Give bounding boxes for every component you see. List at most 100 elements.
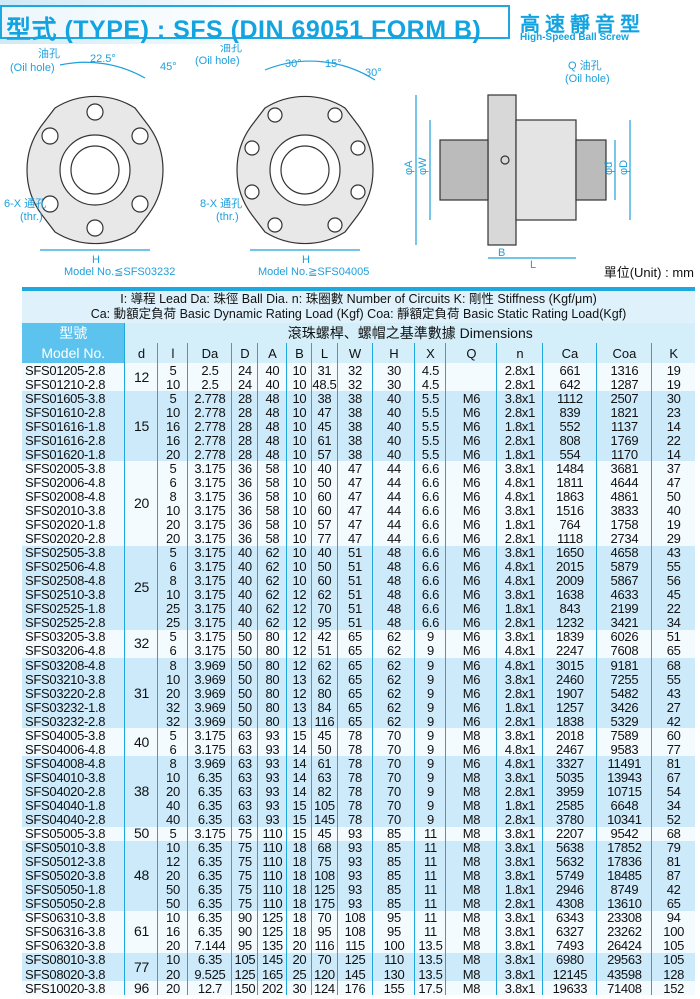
cell-model: SFS02525-1.8 xyxy=(22,601,125,616)
cell-q: M6 xyxy=(445,756,497,771)
cell-l: 6 xyxy=(157,559,188,574)
cell-a: 93 xyxy=(257,798,287,813)
cell-ca: 4308 xyxy=(542,896,597,911)
q-oil-hole-label-cn: Q 油孔 xyxy=(568,58,602,72)
cell-da: 3.969 xyxy=(187,700,232,715)
thr6-label-cn: 6-X 通孔 xyxy=(4,197,46,210)
cell-w: 78 xyxy=(336,728,373,743)
cell-l: 116 xyxy=(311,714,337,729)
cell-n: 3.8x1 xyxy=(496,587,543,602)
cell-l: 70 xyxy=(311,601,337,616)
cell-h: 44 xyxy=(372,531,415,546)
cell-x: 11 xyxy=(414,868,446,883)
cell-q: M8 xyxy=(445,868,497,883)
cell-k: 37 xyxy=(651,461,695,476)
cell-da: 3.175 xyxy=(187,531,232,546)
cell-h: 85 xyxy=(372,840,415,855)
phi-a-label: φA xyxy=(403,160,415,175)
cell-l: 20 xyxy=(157,967,188,982)
cell-k: 19 xyxy=(651,517,695,532)
cell-coa: 1170 xyxy=(596,447,652,462)
cell-h: 62 xyxy=(372,672,415,687)
cell-model: SFS06320-3.8 xyxy=(22,938,125,953)
cell-a: 62 xyxy=(257,615,287,630)
angle-45: 45° xyxy=(160,61,177,73)
cell-x: 6.6 xyxy=(414,461,446,476)
cell-d: 75 xyxy=(231,826,258,841)
angle-30-right: 30° xyxy=(365,67,382,79)
cell-a: 110 xyxy=(257,882,287,897)
cell-l: 10 xyxy=(157,405,188,420)
cell-b: 10 xyxy=(286,377,312,392)
cell-d: 50 xyxy=(231,700,258,715)
cell-b: 10 xyxy=(286,433,312,448)
cell-coa: 2507 xyxy=(596,391,652,406)
cell-l: 10 xyxy=(157,377,188,392)
cell-coa: 13943 xyxy=(596,770,652,785)
cell-l: 57 xyxy=(311,517,337,532)
cell-coa: 1137 xyxy=(596,419,652,434)
cell-l: 95 xyxy=(311,924,337,939)
cell-ca: 1257 xyxy=(542,700,597,715)
cell-l: 77 xyxy=(311,531,337,546)
table-row: SFS05020-3.8 20 6.35 75 110 18 108 93 85 11 M8 3.8x… xyxy=(22,868,695,883)
cell-w: 47 xyxy=(336,475,373,490)
cell-n: 3.8x1 xyxy=(496,545,543,560)
cell-w: 125 xyxy=(336,952,373,968)
cell-ca: 1232 xyxy=(542,615,597,630)
cell-coa: 11491 xyxy=(596,756,652,771)
unit-label: 單位(Unit) : mm xyxy=(603,265,694,280)
cell-q: M6 xyxy=(445,657,497,673)
cell-l: 62 xyxy=(311,657,337,673)
cell-d: 15 xyxy=(124,391,158,462)
cell-x: 11 xyxy=(414,910,446,925)
cell-d: 50 xyxy=(231,629,258,644)
cell-k: 19 xyxy=(651,363,695,378)
dimensions-header: 滾珠螺桿、螺帽之基準數據 Dimensions xyxy=(124,323,695,343)
cell-w: 176 xyxy=(336,981,373,996)
cell-h: 40 xyxy=(372,391,415,406)
cell-k: 79 xyxy=(651,840,695,855)
cell-da: 2.778 xyxy=(187,419,232,434)
cell-coa: 8749 xyxy=(596,882,652,897)
cell-q: M6 xyxy=(445,475,497,490)
cell-model: SFS05010-3.8 xyxy=(22,840,125,855)
cell-n: 3.8x1 xyxy=(496,840,543,855)
cell-h: 95 xyxy=(372,924,415,939)
cell-n: 4.8x1 xyxy=(496,573,543,588)
cell-b: 14 xyxy=(286,742,312,757)
cell-q: M6 xyxy=(445,503,497,518)
cell-k: 81 xyxy=(651,854,695,869)
cell-da: 2.778 xyxy=(187,433,232,448)
table-row: SFS03232-2.8 32 3.969 50 80 13 116 65 62 9 M6 2.8x1… xyxy=(22,714,695,729)
cell-model: SFS05005-3.8 xyxy=(22,826,125,841)
table-row: SFS02020-2.8 20 3.175 36 58 10 77 47 44 6.6 M6 2.8x… xyxy=(22,531,695,546)
cell-q: M8 xyxy=(445,854,497,869)
cell-l: 116 xyxy=(311,938,337,953)
cell-ca: 5035 xyxy=(542,770,597,785)
cell-b: 18 xyxy=(286,868,312,883)
cell-da: 3.969 xyxy=(187,657,232,673)
cell-a: 62 xyxy=(257,573,287,588)
cell-coa: 4861 xyxy=(596,489,652,504)
l-dim: L xyxy=(530,259,536,271)
cell-a: 93 xyxy=(257,742,287,757)
cell-h: 62 xyxy=(372,657,415,673)
table-row: SFS06310-3.8 61 10 6.35 90 125 18 70 108 95 11 M8 3.… xyxy=(22,910,695,953)
cell-coa: 9583 xyxy=(596,742,652,757)
column-header-d: d xyxy=(124,343,158,363)
cell-ca: 5632 xyxy=(542,854,597,869)
cell-b: 10 xyxy=(286,363,312,378)
table-row: SFS01620-1.8 20 2.778 28 48 10 57 38 40 5.5 M6 1.8x… xyxy=(22,447,695,462)
cell-h: 100 xyxy=(372,938,415,953)
cell-l: 50 xyxy=(157,882,188,897)
cell-k: 14 xyxy=(651,419,695,434)
cell-d: 36 xyxy=(231,503,258,518)
cell-a: 93 xyxy=(257,756,287,771)
cell-q: M6 xyxy=(445,573,497,588)
cell-da: 3.175 xyxy=(187,587,232,602)
cell-h: 85 xyxy=(372,854,415,869)
column-header-d: D xyxy=(231,343,258,363)
cell-k: 23 xyxy=(651,405,695,420)
angle-15: 15° xyxy=(325,58,342,70)
